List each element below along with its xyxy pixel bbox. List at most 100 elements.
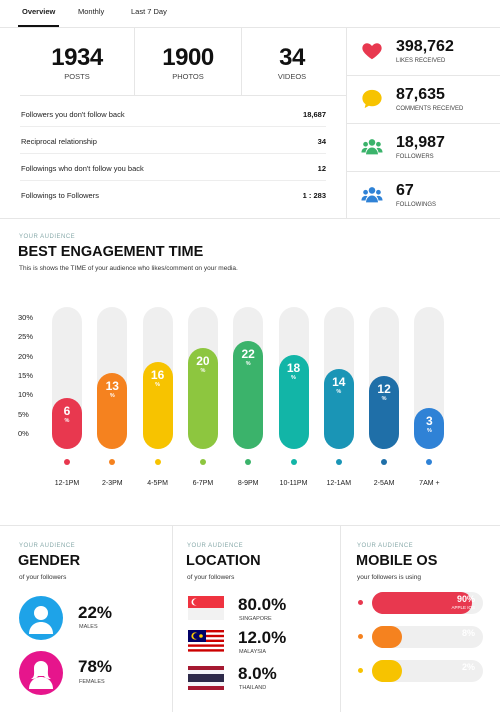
section-kicker: YOUR AUDIENCE bbox=[187, 543, 244, 549]
gender-subtitle: of your followers bbox=[19, 574, 67, 581]
os-bar-fill bbox=[372, 660, 402, 682]
x-tick-label: 12-1AM bbox=[326, 480, 352, 487]
followings-icon bbox=[361, 187, 383, 203]
tab-monthly[interactable]: Monthly bbox=[78, 7, 105, 16]
posts-label: POSTS bbox=[64, 72, 90, 81]
location-pct: 80.0% bbox=[238, 595, 287, 614]
x-tick-label: 2-5AM bbox=[373, 480, 395, 487]
bar-dot bbox=[290, 459, 297, 465]
os-pct: 2% bbox=[461, 662, 475, 672]
os-dot bbox=[358, 634, 363, 639]
bar-value-label: 3 bbox=[426, 414, 433, 429]
divider bbox=[241, 28, 242, 96]
relationship-value: 34 bbox=[317, 137, 326, 146]
followers-label: FOLLOWERS bbox=[396, 154, 434, 160]
bar[interactable]: 3% bbox=[414, 408, 445, 449]
os-pct: 8% bbox=[461, 628, 475, 638]
followers-count: 18,987 bbox=[396, 134, 445, 151]
bar[interactable]: 18% bbox=[278, 355, 309, 449]
bar-dot bbox=[426, 459, 433, 465]
male-pct: 22% bbox=[78, 603, 113, 622]
bar-dot bbox=[64, 459, 70, 465]
divider bbox=[172, 525, 173, 712]
bar[interactable]: 16% bbox=[142, 362, 173, 449]
os-row: 2% bbox=[358, 660, 483, 682]
malaysia-flag-icon bbox=[188, 630, 224, 654]
bar[interactable]: 22% bbox=[233, 340, 264, 449]
os-dot bbox=[358, 668, 363, 673]
os-bar-fill bbox=[372, 626, 402, 648]
tab-last-7-day[interactable]: Last 7 Day bbox=[131, 7, 167, 16]
os-bar-track: 8% bbox=[372, 626, 483, 648]
female-pct: 78% bbox=[78, 657, 113, 676]
bar[interactable]: 14% bbox=[323, 369, 354, 449]
followers-stat: 18,987 FOLLOWERS bbox=[347, 124, 500, 172]
bar-dot bbox=[245, 459, 252, 465]
y-tick-label: 0% bbox=[18, 429, 29, 438]
os-bar-fill bbox=[372, 592, 472, 614]
relationship-label: Followings who don't follow you back bbox=[21, 164, 144, 173]
x-tick-label: 7AM + bbox=[419, 480, 440, 487]
os-row: 90% APPLE IOS bbox=[358, 592, 483, 614]
videos-stat: 34 VIDEOS bbox=[242, 28, 342, 96]
y-tick-label: 30% bbox=[18, 313, 34, 322]
comments-stat: 87,635 COMMENTS RECEIVED bbox=[347, 76, 500, 124]
photos-label: PHOTOS bbox=[172, 72, 204, 81]
x-tick-label: 4-5PM bbox=[147, 480, 168, 487]
bar-unit-label: % bbox=[381, 396, 387, 403]
posts-stat: 1934 POSTS bbox=[20, 28, 134, 96]
x-tick-label: 2-3PM bbox=[101, 480, 123, 487]
bar-unit-label: % bbox=[109, 392, 115, 399]
bar-dot bbox=[381, 459, 388, 465]
tab-bar: Overview Monthly Last 7 Day bbox=[0, 0, 500, 28]
likes-count: 398,762 bbox=[396, 38, 454, 55]
female-label: FEMALES bbox=[79, 679, 105, 685]
os-pct: 90% bbox=[456, 594, 475, 604]
tab-overview[interactable]: Overview bbox=[17, 7, 60, 27]
bar[interactable]: 13% bbox=[97, 372, 128, 449]
bar-value-label: 12 bbox=[377, 382, 391, 397]
bar-value-label: 14 bbox=[332, 375, 346, 390]
bar[interactable]: 12% bbox=[369, 376, 400, 449]
followings-stat: 67 FOLLOWINGS bbox=[347, 172, 500, 220]
bar-value-label: 22 bbox=[241, 346, 255, 361]
bar-value-label: 6 bbox=[63, 403, 71, 418]
relationship-value: 12 bbox=[317, 164, 326, 173]
bar[interactable]: 6% bbox=[52, 397, 82, 449]
list-item: Reciprocal relationship 34 bbox=[20, 127, 326, 154]
divider bbox=[134, 28, 135, 96]
male-icon bbox=[19, 596, 63, 640]
relationship-label: Reciprocal relationship bbox=[21, 137, 97, 146]
comments-count: 87,635 bbox=[396, 86, 445, 103]
gender-title: GENDER bbox=[18, 553, 81, 569]
bar-unit-label: % bbox=[426, 428, 432, 435]
relationship-label: Followers you don't follow back bbox=[21, 110, 125, 119]
location-subtitle: of your followers bbox=[187, 574, 235, 581]
comments-label: COMMENTS RECEIVED bbox=[396, 106, 464, 112]
bar-dot bbox=[154, 459, 161, 465]
male-label: MALES bbox=[79, 624, 98, 630]
list-item: Followings to Followers 1 : 283 bbox=[20, 181, 326, 208]
section-kicker: YOUR AUDIENCE bbox=[357, 543, 414, 549]
divider bbox=[0, 525, 500, 526]
bar-value-label: 16 bbox=[150, 368, 165, 383]
followers-icon bbox=[361, 139, 383, 155]
bar[interactable]: 20% bbox=[187, 348, 218, 449]
location-label: SINGAPORE bbox=[239, 616, 272, 622]
location-label: THAILAND bbox=[239, 685, 267, 691]
location-pct: 8.0% bbox=[238, 664, 277, 683]
followings-label: FOLLOWINGS bbox=[396, 202, 437, 208]
os-name: APPLE IOS bbox=[451, 605, 475, 610]
mobile-os-subtitle: your followers is using bbox=[357, 574, 421, 581]
photos-count: 1900 bbox=[162, 44, 214, 71]
top-stats: 1934 POSTS 1900 PHOTOS 34 VIDEOS bbox=[20, 28, 346, 96]
comment-icon bbox=[362, 89, 382, 109]
likes-label: LIKES RECEIVED bbox=[396, 58, 446, 64]
os-bar-track: 90% APPLE IOS bbox=[372, 592, 483, 614]
engagement-stats: 398,762 LIKES RECEIVED 87,635 COMMENTS R… bbox=[346, 28, 500, 218]
location-title: LOCATION bbox=[186, 553, 261, 569]
y-tick-label: 5% bbox=[18, 409, 29, 419]
relationship-list: Followers you don't follow back 18,687 R… bbox=[20, 100, 326, 208]
list-item: Followings who don't follow you back 12 bbox=[20, 154, 326, 181]
bar-unit-label: % bbox=[245, 360, 251, 367]
